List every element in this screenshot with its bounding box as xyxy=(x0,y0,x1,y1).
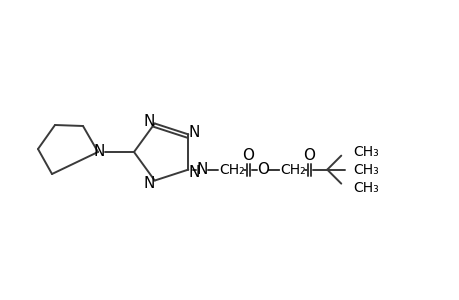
Text: N: N xyxy=(196,162,207,177)
Text: N: N xyxy=(188,125,200,140)
Text: CH₂: CH₂ xyxy=(219,163,245,177)
Text: N: N xyxy=(188,165,200,180)
Text: N: N xyxy=(93,145,105,160)
Text: CH₃: CH₃ xyxy=(353,145,378,159)
Text: CH₃: CH₃ xyxy=(353,163,378,177)
Text: CH₂: CH₂ xyxy=(280,163,305,177)
Text: CH₃: CH₃ xyxy=(353,181,378,195)
Text: O: O xyxy=(242,148,254,163)
Text: N: N xyxy=(143,176,154,191)
Text: O: O xyxy=(257,162,269,177)
Text: N: N xyxy=(143,114,154,129)
Text: O: O xyxy=(302,148,314,163)
